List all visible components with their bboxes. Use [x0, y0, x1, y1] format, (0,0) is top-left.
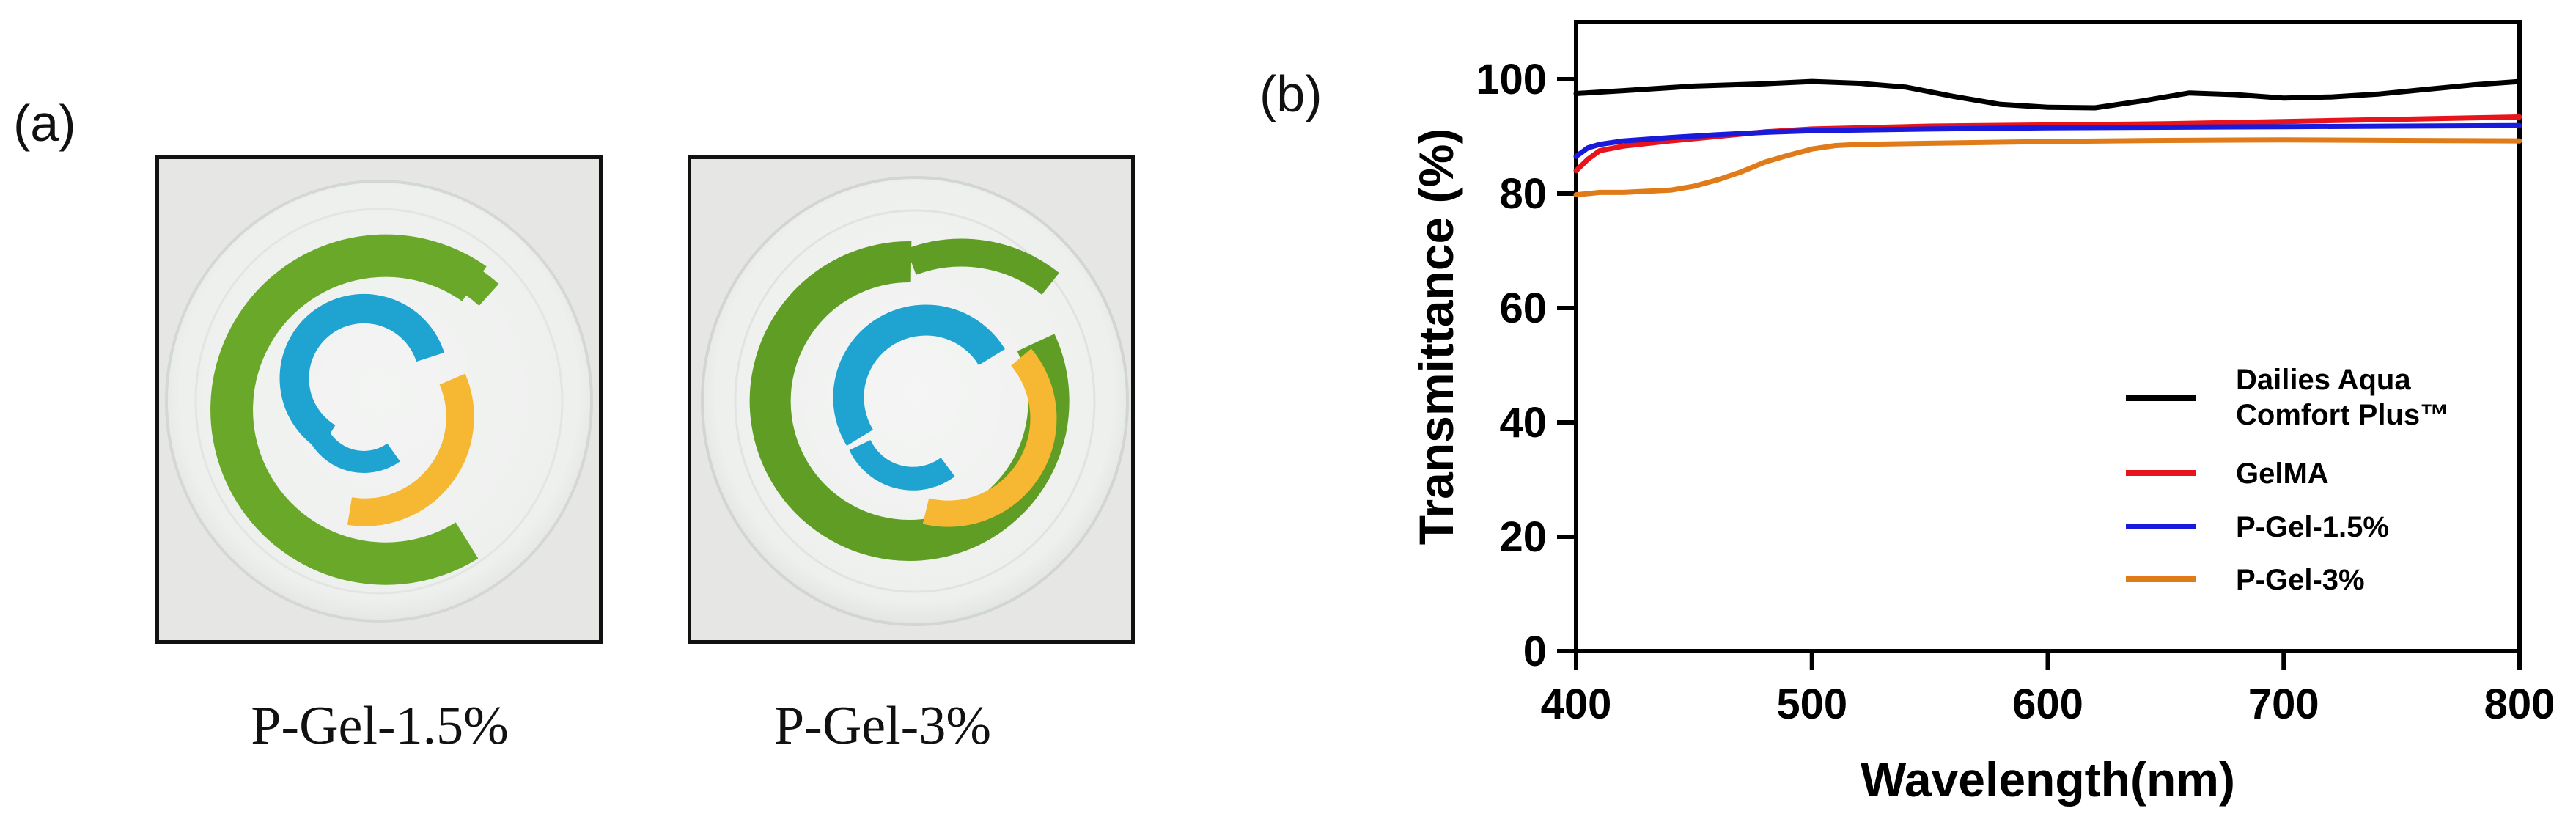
x-tick-label: 700 [2248, 680, 2319, 728]
y-tick-label: 60 [1499, 285, 1547, 332]
yellow-arc [922, 348, 1057, 527]
x-axis-label: Wavelength(nm) [1861, 752, 2235, 807]
panel-b-label: (b) [1259, 65, 1322, 122]
blue-arc [279, 293, 445, 451]
legend-label-1-line2: Comfort Plus™ [2236, 399, 2449, 431]
caption-p-gel-3: P-Gel-3% [774, 696, 991, 756]
transmittance-chart: 0 20 40 60 80 100 400 500 600 700 800 Wavelength(nm… [1409, 20, 2555, 807]
x-tick-label: 400 [1541, 680, 1612, 728]
x-tick-label: 800 [2484, 680, 2555, 728]
x-tick-label: 600 [2012, 680, 2083, 728]
plot-frame [1574, 20, 2522, 653]
legend-label-2: GelMA [2236, 458, 2329, 490]
series-line-4 [1573, 137, 2522, 198]
y-tick-label: 0 [1523, 628, 1547, 675]
lens-image-2 [691, 159, 1131, 640]
chart-axes: 0 20 40 60 80 100 400 500 600 700 800 Wavelength(nm… [1409, 20, 2555, 807]
blue-arc [833, 304, 1005, 446]
y-tick-label: 40 [1499, 399, 1547, 447]
caption-p-gel-1-5: P-Gel-1.5% [251, 696, 509, 756]
yellow-arc [347, 373, 474, 526]
y-axis-label: Transmittance (%) [1409, 128, 1463, 545]
y-tick-label: 100 [1476, 56, 1547, 103]
series-line-3 [1573, 122, 2522, 159]
photo-p-gel-3 [688, 155, 1135, 644]
lens-image-1 [159, 159, 599, 640]
legend-label-3: P-Gel-1.5% [2236, 511, 2389, 543]
panel-a-label: (a) [13, 95, 76, 152]
x-tick-label: 500 [1776, 680, 1847, 728]
series-line-1 [1573, 78, 2522, 111]
chart-series [1573, 78, 2522, 198]
y-tick-label: 80 [1499, 170, 1547, 218]
legend-label-1-line1: Dailies Aqua [2236, 364, 2411, 396]
photo-p-gel-1-5 [155, 155, 603, 644]
y-tick-label: 20 [1499, 513, 1547, 561]
legend-label-4: P-Gel-3% [2236, 564, 2365, 596]
